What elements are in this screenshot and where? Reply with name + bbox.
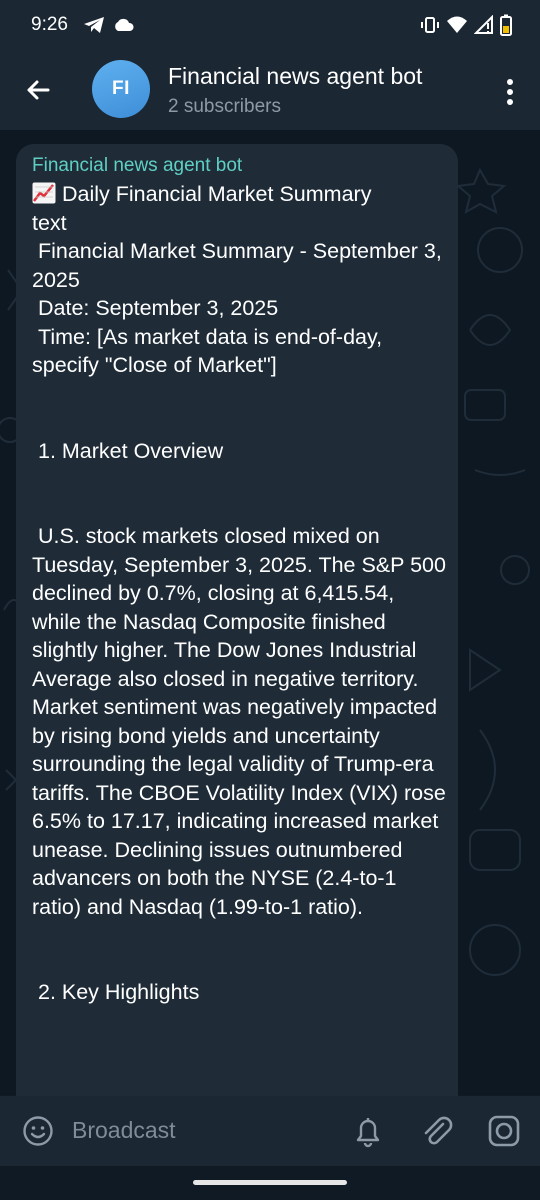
cloud-icon: [115, 18, 134, 31]
vibrate-icon: [421, 17, 439, 33]
telegram-icon: [84, 17, 104, 33]
chart-increasing-icon: [32, 182, 56, 204]
message-heading: Daily Financial Market Summary: [62, 182, 372, 206]
subscriber-count: 2 subscribers: [168, 96, 281, 117]
message-text: Daily Financial Market Summary text Fina…: [32, 180, 447, 1007]
chat-header: FI Financial news agent bot 2 subscriber…: [0, 52, 540, 130]
camera-icon[interactable]: [487, 1114, 521, 1148]
system-nav-bar: [0, 1166, 540, 1200]
status-icons: [420, 14, 512, 36]
bell-icon[interactable]: [352, 1114, 384, 1148]
battery-icon: [500, 14, 512, 36]
message-bubble[interactable]: Financial news agent bot Daily Financial…: [16, 144, 458, 1096]
status-time: 9:26: [31, 14, 68, 35]
back-arrow-icon[interactable]: [22, 74, 54, 106]
channel-avatar[interactable]: FI: [92, 60, 150, 118]
broadcast-input[interactable]: Broadcast: [72, 1117, 176, 1143]
avatar-initials: FI: [112, 78, 130, 99]
signal-icon: [474, 15, 493, 34]
home-handle[interactable]: [193, 1180, 347, 1185]
emoji-icon[interactable]: [22, 1115, 54, 1147]
broadcast-bar: Broadcast: [0, 1096, 540, 1166]
channel-title[interactable]: Financial news agent bot: [168, 63, 423, 89]
wifi-icon: [447, 16, 467, 33]
message-body: text Financial Market Summary - Septembe…: [32, 210, 446, 1005]
more-vert-icon[interactable]: [504, 78, 516, 106]
message-sender: Financial news agent bot: [32, 155, 243, 176]
status-bar: 9:26: [0, 0, 540, 52]
attach-icon[interactable]: [420, 1114, 454, 1148]
